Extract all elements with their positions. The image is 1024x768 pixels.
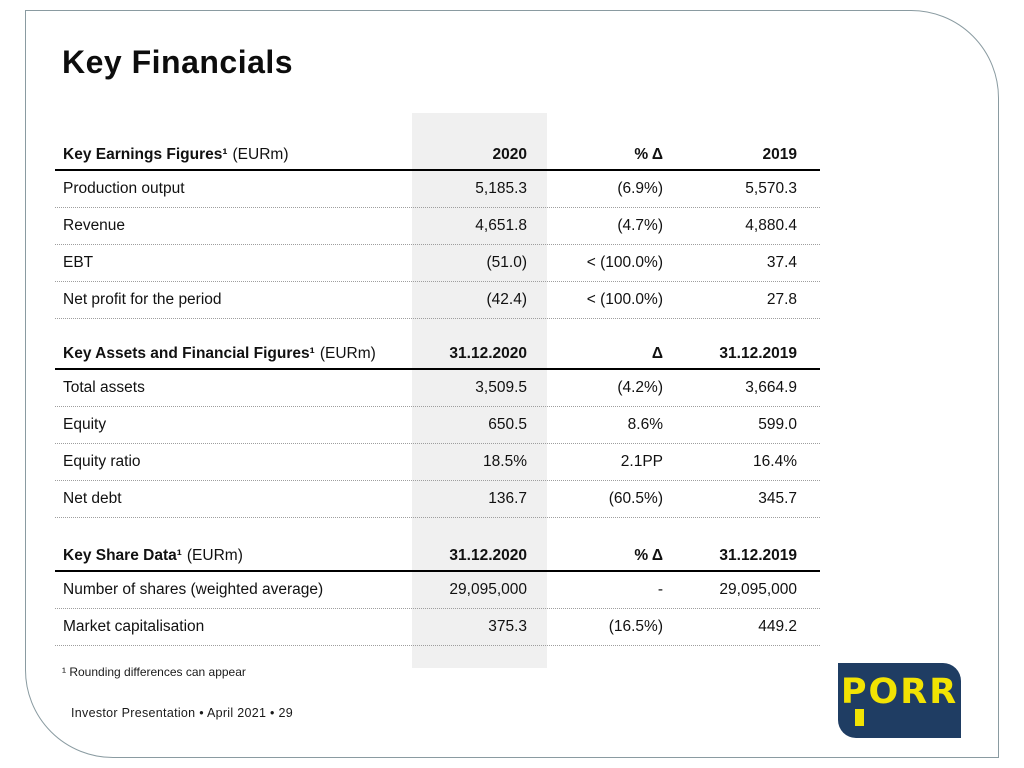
row-label: EBT (63, 254, 94, 271)
col-header-2019: 2019 (762, 146, 797, 163)
footnote: ¹ Rounding differences can appear (62, 665, 246, 679)
row-label: Total assets (63, 379, 145, 396)
cell-2019: 4,880.4 (745, 217, 797, 234)
cell-delta: (16.5%) (608, 618, 663, 635)
table-row: Net debt 136.7 (60.5%) 345.7 (55, 481, 820, 518)
cell-delta: (6.9%) (617, 180, 663, 197)
cell-delta: < (100.0%) (586, 291, 663, 308)
table-header-row: Key Earnings Figures¹ (EURm) 2020 % Δ 201… (55, 139, 820, 171)
table-header-row: Key Share Data¹ (EURm) 31.12.2020 % Δ 31.… (55, 540, 820, 572)
slide-frame (25, 10, 999, 758)
cell-2020: (51.0) (486, 254, 528, 271)
row-label: Revenue (63, 217, 126, 234)
cell-2020: (42.4) (486, 291, 528, 308)
table-title-text: Key Share Data¹ (63, 547, 182, 564)
cell-2019: 345.7 (758, 490, 797, 507)
table-key-assets: Key Assets and Financial Figures¹ (EURm) … (55, 338, 820, 518)
table-title-text: Key Assets and Financial Figures¹ (63, 345, 315, 362)
table-header-row: Key Assets and Financial Figures¹ (EURm) … (55, 338, 820, 370)
col-header-2019: 31.12.2019 (719, 547, 797, 564)
col-header-delta: % Δ (634, 547, 663, 564)
table-title: Key Share Data¹ (EURm) (55, 547, 412, 565)
col-header-2020: 31.12.2020 (449, 547, 527, 564)
cell-delta: - (657, 581, 663, 598)
cell-delta: 2.1PP (620, 453, 663, 470)
cell-2019: 449.2 (758, 618, 797, 635)
table-row: Production output 5,185.3 (6.9%) 5,570.3 (55, 171, 820, 208)
table-row: Equity ratio 18.5% 2.1PP 16.4% (55, 444, 820, 481)
row-label: Equity ratio (63, 453, 141, 470)
table-row: EBT (51.0) < (100.0%) 37.4 (55, 245, 820, 282)
porr-logo: PORR (838, 663, 961, 738)
table-key-share-data: Key Share Data¹ (EURm) 31.12.2020 % Δ 31.… (55, 540, 820, 646)
row-label: Net debt (63, 490, 122, 507)
cell-2020: 3,509.5 (475, 379, 527, 396)
table-row: Equity 650.5 8.6% 599.0 (55, 407, 820, 444)
table-unit-text: (EURm) (232, 146, 289, 163)
col-header-delta: % Δ (634, 146, 663, 163)
cell-2019: 29,095,000 (719, 581, 797, 598)
row-label: Equity (63, 416, 107, 433)
cell-delta: (4.2%) (617, 379, 663, 396)
cell-delta: < (100.0%) (586, 254, 663, 271)
table-title: Key Assets and Financial Figures¹ (EURm) (55, 345, 412, 363)
cell-2019: 16.4% (753, 453, 797, 470)
row-label: Number of shares (weighted average) (63, 581, 324, 598)
table-row: Market capitalisation 375.3 (16.5%) 449.… (55, 609, 820, 646)
table-row: Number of shares (weighted average) 29,0… (55, 572, 820, 609)
table-unit-text: (EURm) (319, 345, 376, 362)
col-header-delta: Δ (651, 345, 663, 362)
row-label: Net profit for the period (63, 291, 222, 308)
cell-2019: 3,664.9 (745, 379, 797, 396)
table-row: Revenue 4,651.8 (4.7%) 4,880.4 (55, 208, 820, 245)
row-label: Market capitalisation (63, 618, 205, 635)
col-header-2020: 31.12.2020 (449, 345, 527, 362)
porr-logo-text: PORR (840, 672, 959, 712)
table-row: Net profit for the period (42.4) < (100.… (55, 282, 820, 319)
table-key-earnings: Key Earnings Figures¹ (EURm) 2020 % Δ 201… (55, 139, 820, 319)
cell-2020: 4,651.8 (475, 217, 527, 234)
porr-logo-p-descender (855, 709, 864, 726)
table-title-text: Key Earnings Figures¹ (63, 146, 228, 163)
cell-2020: 18.5% (483, 453, 527, 470)
cell-delta: (4.7%) (617, 217, 663, 234)
cell-2020: 375.3 (488, 618, 527, 635)
cell-2020: 650.5 (488, 416, 527, 433)
cell-2019: 599.0 (758, 416, 797, 433)
table-unit-text: (EURm) (186, 547, 243, 564)
page-title: Key Financials (62, 44, 294, 80)
footer-text: Investor Presentation • April 2021 • 29 (71, 706, 293, 720)
column-highlight-2020 (412, 113, 547, 668)
cell-2020: 29,095,000 (449, 581, 527, 598)
cell-2020: 5,185.3 (475, 180, 527, 197)
row-label: Production output (63, 180, 185, 197)
table-row: Total assets 3,509.5 (4.2%) 3,664.9 (55, 370, 820, 407)
cell-2019: 5,570.3 (745, 180, 797, 197)
cell-delta: (60.5%) (608, 490, 663, 507)
cell-2020: 136.7 (488, 490, 527, 507)
cell-2019: 27.8 (766, 291, 797, 308)
cell-delta: 8.6% (627, 416, 663, 433)
table-title: Key Earnings Figures¹ (EURm) (55, 146, 412, 164)
cell-2019: 37.4 (766, 254, 797, 271)
col-header-2020: 2020 (492, 146, 527, 163)
col-header-2019: 31.12.2019 (719, 345, 797, 362)
